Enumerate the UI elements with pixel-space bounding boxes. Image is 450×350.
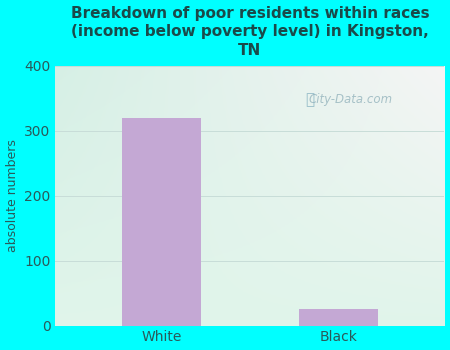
Text: ⦿: ⦿	[306, 92, 315, 107]
Y-axis label: absolute numbers: absolute numbers	[5, 139, 18, 252]
Text: City-Data.com: City-Data.com	[309, 93, 393, 106]
Bar	[298, 309, 378, 326]
Bar	[122, 118, 201, 326]
Title: Breakdown of poor residents within races
(income below poverty level) in Kingsto: Breakdown of poor residents within races…	[71, 6, 429, 58]
